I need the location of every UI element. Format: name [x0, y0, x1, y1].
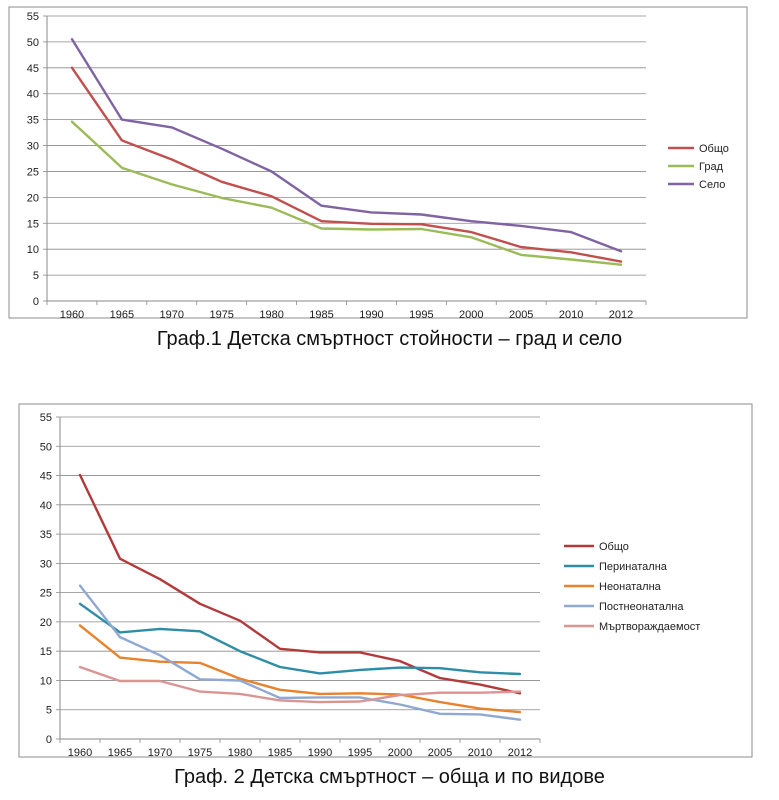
x-tick-label: 2010	[559, 309, 583, 321]
legend-label: Постнеонатална	[599, 601, 684, 613]
x-tick-label: 1960	[68, 747, 92, 759]
y-tick-label: 10	[27, 244, 39, 256]
x-tick-label: 1980	[228, 747, 252, 759]
chart-frame	[8, 6, 748, 319]
y-tick-label: 55	[27, 11, 39, 23]
y-tick-label: 35	[40, 529, 52, 541]
legend-label: Село	[699, 179, 725, 191]
legend-label: Общо	[599, 541, 629, 553]
y-tick-label: 50	[27, 37, 39, 49]
y-tick-label: 45	[40, 471, 52, 483]
x-tick-label: 1975	[188, 747, 212, 759]
y-tick-label: 15	[27, 218, 39, 230]
legend-label: Неонатална	[599, 581, 662, 593]
x-tick-label: 2012	[609, 309, 633, 321]
x-tick-label: 1985	[309, 309, 333, 321]
y-tick-label: 25	[27, 166, 39, 178]
y-tick-label: 5	[46, 705, 52, 717]
x-tick-label: 1995	[348, 747, 372, 759]
y-tick-label: 45	[27, 63, 39, 75]
y-tick-label: 0	[33, 296, 39, 308]
legend-label: Перинатална	[599, 561, 668, 573]
x-tick-label: 2010	[468, 747, 492, 759]
legend-label: Град	[699, 161, 724, 173]
y-tick-label: 15	[40, 646, 52, 658]
x-tick-label: 1965	[110, 309, 134, 321]
x-tick-label: 2005	[428, 747, 452, 759]
x-tick-label: 1990	[359, 309, 383, 321]
chart-1: 0 5 10 15 20 25 30 35 40 45 50 55 1960 1965 1970 1975 19…	[8, 6, 748, 321]
x-tick-label: 1965	[108, 747, 132, 759]
y-tick-label: 55	[40, 412, 52, 424]
x-tick-label: 1970	[160, 309, 184, 321]
series-line-3	[70, 38, 623, 253]
chart-1-title: Граф.1 Детска смъртност стойности – град…	[156, 328, 623, 350]
y-tick-label: 35	[27, 115, 39, 127]
series-line-1	[70, 66, 623, 263]
y-tick-label: 20	[27, 192, 39, 204]
y-tick-label: 0	[46, 734, 52, 746]
y-tick-label: 5	[33, 270, 39, 282]
series-line-4	[78, 584, 522, 721]
x-tick-label: 1980	[259, 309, 283, 321]
x-tick-label: 2000	[459, 309, 483, 321]
x-tick-label: 1975	[209, 309, 233, 321]
x-tick-label: 1985	[268, 747, 292, 759]
series-line-5	[78, 665, 522, 704]
series-line-2	[78, 602, 522, 676]
legend-label: Общо	[699, 143, 729, 155]
legend-label: Мъртвораждаемост	[599, 621, 700, 633]
y-tick-label: 40	[40, 500, 52, 512]
y-tick-label: 50	[40, 441, 52, 453]
chart-2-title: Граф. 2 Детска смъртност – обща и по вид…	[174, 766, 605, 788]
x-tick-label: 2005	[509, 309, 533, 321]
y-tick-label: 20	[40, 617, 52, 629]
y-tick-label: 30	[27, 141, 39, 153]
y-tick-label: 25	[40, 588, 52, 600]
y-tick-label: 10	[40, 675, 52, 687]
y-tick-label: 40	[27, 89, 39, 101]
x-tick-label: 1990	[308, 747, 332, 759]
chart-2: 0 5 10 15 20 25 30 35 40 45 50 55 1960 1965 1970 1975 19…	[18, 403, 753, 759]
x-tick-label: 2012	[508, 747, 532, 759]
y-tick-label: 30	[40, 558, 52, 570]
x-tick-label: 1995	[409, 309, 433, 321]
series-line-3	[78, 624, 522, 714]
series-line-2	[70, 120, 623, 266]
x-tick-label: 1960	[60, 309, 84, 321]
x-tick-label: 1970	[148, 747, 172, 759]
x-tick-label: 2000	[388, 747, 412, 759]
series-line-1	[78, 473, 522, 695]
